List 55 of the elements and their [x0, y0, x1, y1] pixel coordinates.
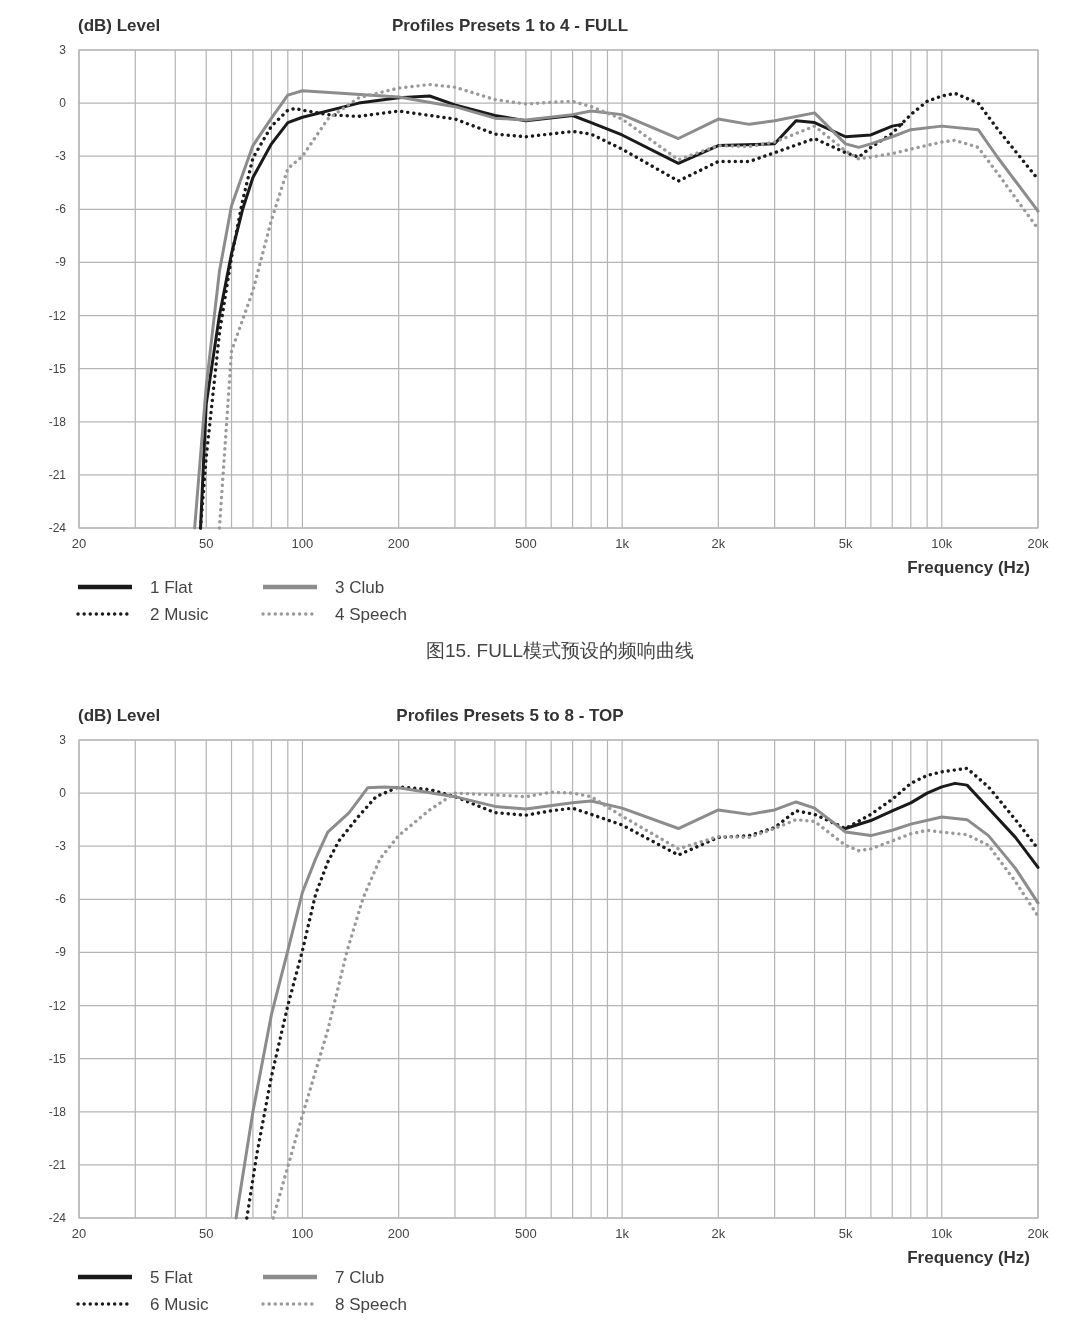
- y-tick-label: 0: [59, 96, 67, 111]
- x-tick-label: 500: [515, 536, 537, 551]
- x-tick-label: 50: [198, 536, 214, 551]
- y-axis-title: (dB) Level: [78, 706, 161, 725]
- x-tick-label: 1k: [615, 1226, 630, 1241]
- x-axis-title: Frequency (Hz): [907, 558, 1030, 577]
- x-tick-label: 500: [515, 1226, 537, 1241]
- x-tick-label: 2k: [711, 1226, 726, 1241]
- caption: 图15. FULL模式预设的频响曲线: [425, 640, 695, 661]
- y-tick-label: 0: [59, 786, 67, 801]
- y-tick-label: -12: [48, 308, 67, 323]
- x-tick-label: 2k: [711, 536, 726, 551]
- y-tick-label: -15: [48, 361, 67, 376]
- y-tick-label: -21: [48, 467, 67, 482]
- chart-title: Profiles Presets 5 to 8 - TOP: [396, 706, 624, 725]
- legend-label: 1 Flat: [150, 578, 193, 597]
- x-tick-label: 100: [291, 1226, 314, 1241]
- y-tick-label: -12: [48, 998, 67, 1013]
- legend-label: 8 Speech: [335, 1295, 407, 1314]
- x-tick-label: 10k: [931, 536, 953, 551]
- x-tick-label: 5k: [838, 1226, 853, 1241]
- x-tick-label: 1k: [615, 536, 630, 551]
- y-tick-label: -15: [48, 1051, 67, 1066]
- chart-title: Profiles Presets 1 to 4 - FULL: [391, 16, 629, 35]
- y-tick-label: -6: [55, 892, 67, 907]
- x-tick-label: 20k: [1027, 536, 1049, 551]
- x-tick-label: 20k: [1027, 1226, 1049, 1241]
- y-tick-label: 3: [59, 43, 67, 57]
- x-tick-label: 20: [71, 536, 87, 551]
- y-tick-label: -24: [48, 1211, 67, 1225]
- y-tick-label: -18: [48, 1104, 67, 1119]
- y-tick-label: -18: [48, 414, 67, 429]
- x-tick-label: 5k: [838, 536, 853, 551]
- y-tick-label: -3: [55, 149, 67, 164]
- legend-label: 2 Music: [150, 605, 210, 624]
- y-tick-label: -3: [55, 839, 67, 854]
- x-axis-title: Frequency (Hz): [907, 1248, 1030, 1267]
- y-tick-label: -21: [48, 1157, 67, 1172]
- y-tick-label: -9: [55, 255, 67, 270]
- x-tick-label: 200: [387, 536, 410, 551]
- legend-label: 5 Flat: [150, 1268, 193, 1287]
- y-tick-label: -24: [48, 521, 67, 535]
- x-tick-label: 50: [198, 1226, 214, 1241]
- y-axis-title: (dB) Level: [78, 16, 161, 35]
- legend-label: 4 Speech: [335, 605, 407, 624]
- x-tick-label: 200: [387, 1226, 410, 1241]
- y-tick-label: -6: [55, 202, 67, 217]
- legend-label: 3 Club: [335, 578, 385, 597]
- x-tick-label: 10k: [931, 1226, 953, 1241]
- x-tick-label: 100: [291, 536, 314, 551]
- legend-label: 7 Club: [335, 1268, 385, 1287]
- y-tick-label: 3: [59, 733, 67, 747]
- x-tick-label: 20: [71, 1226, 87, 1241]
- legend-label: 6 Music: [150, 1295, 210, 1314]
- y-tick-label: -9: [55, 945, 67, 960]
